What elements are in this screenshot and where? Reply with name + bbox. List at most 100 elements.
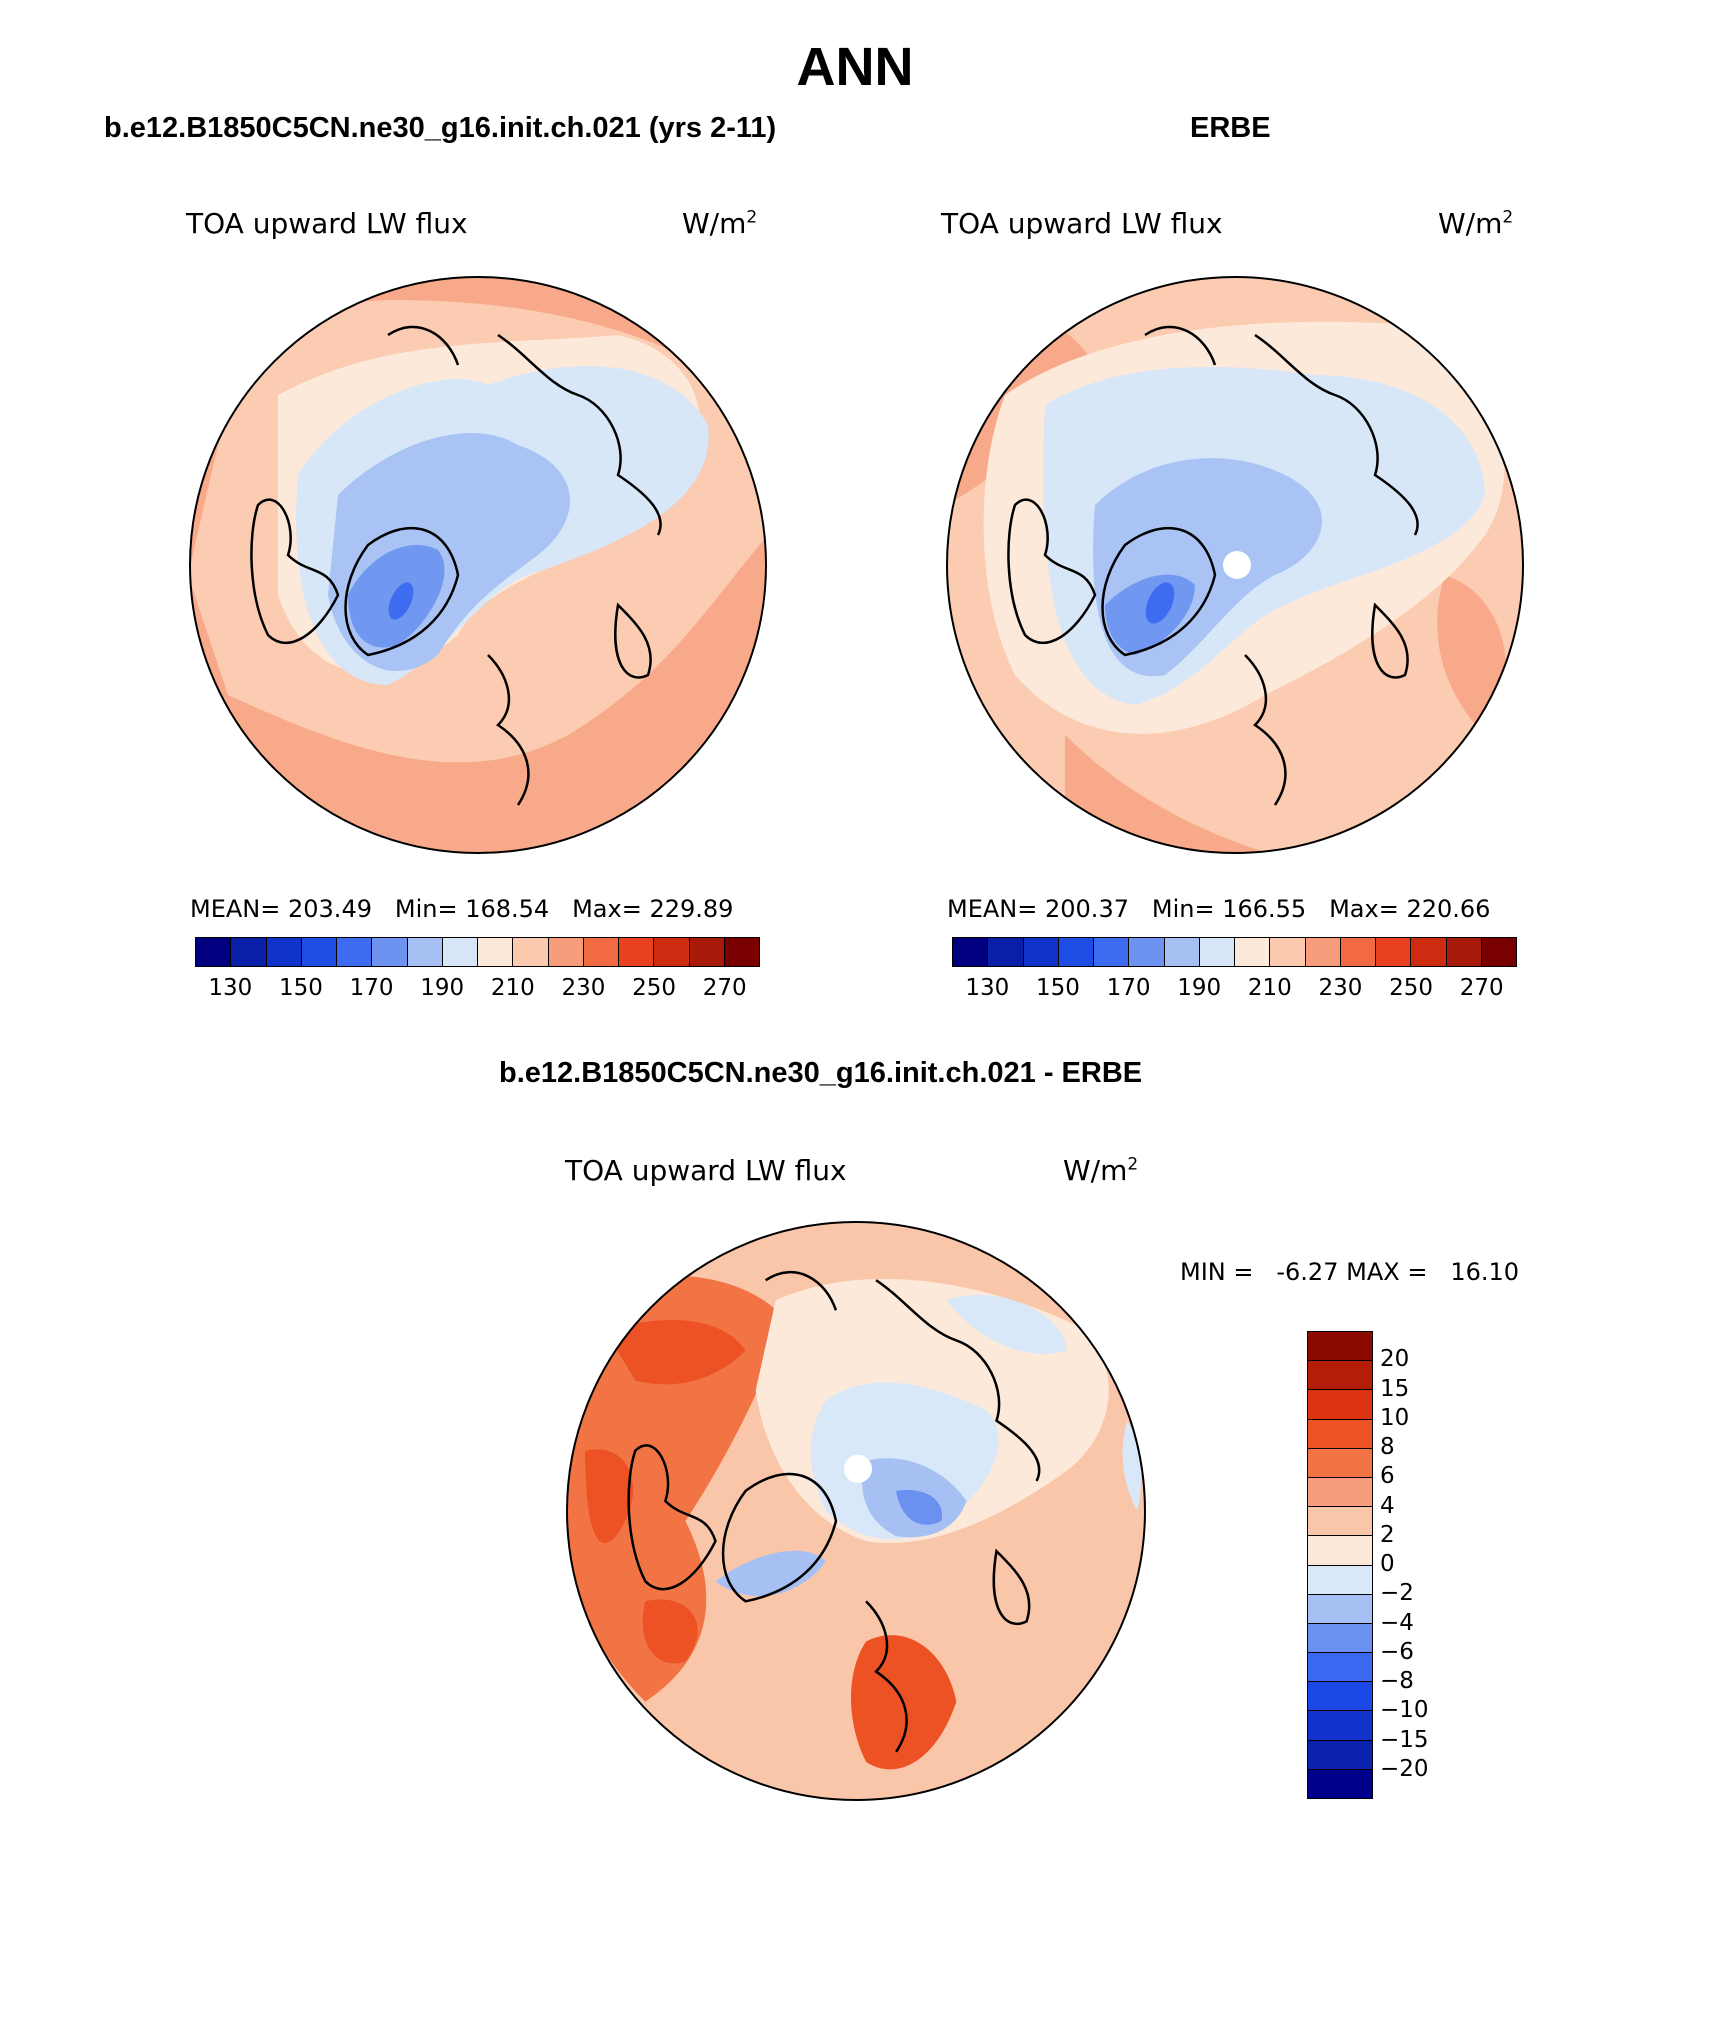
colorbar-swatch (724, 938, 759, 966)
colorbar-swatch (619, 938, 655, 966)
colorbar-tick-label: −8 (1380, 1668, 1414, 1694)
colorbar-swatch (1235, 938, 1271, 966)
colorbar-swatch (337, 938, 373, 966)
colorbar-tick-label: −2 (1380, 1580, 1414, 1607)
colorbar-swatch (1308, 1419, 1372, 1449)
panel3-colorbar-ticks: 20 15 10 8 6 4 2 0 −2 −4 −6 −8 −10 −15 −20 (1380, 1331, 1460, 1799)
colorbar-tick-label: 150 (1035, 975, 1080, 1001)
panel3-coastlines (627, 1270, 1041, 1753)
colorbar-swatch (1308, 1477, 1372, 1508)
colorbar-swatch (953, 938, 989, 966)
page-title: ANN (796, 37, 914, 97)
panel3-missing-pole (843, 1454, 873, 1483)
panel2-missing-pole (1223, 551, 1251, 579)
colorbar-swatch (1481, 938, 1516, 966)
colorbar-tick-label: 190 (1177, 975, 1222, 1001)
colorbar-tick-label: 250 (632, 975, 677, 1001)
colorbar-swatch (1308, 1653, 1372, 1683)
colorbar-tick-label: 8 (1380, 1434, 1395, 1460)
colorbar-swatch (1446, 938, 1482, 966)
colorbar-tick-label: 250 (1389, 975, 1434, 1001)
colorbar-swatch (372, 938, 408, 966)
colorbar-swatch (1308, 1711, 1372, 1741)
panel2-case-title: ERBE (1190, 112, 1271, 144)
colorbar-swatch (1270, 938, 1306, 966)
panel3-map-border (566, 1221, 1146, 1801)
panel3-region-neg4 (896, 1489, 943, 1525)
colorbar-swatch (1308, 1390, 1372, 1420)
panel3-units-label: W/m2 (1063, 1154, 1139, 1187)
panel1-colorbar (195, 937, 760, 967)
panel1-region-170 (388, 582, 414, 620)
colorbar-swatch (1129, 938, 1165, 966)
panel1-variable-label: TOA upward LW flux (186, 207, 468, 240)
colorbar-swatch (231, 938, 267, 966)
panel1-coastlines (250, 325, 662, 806)
panel2-map-border (946, 276, 1524, 854)
colorbar-tick-label: 170 (1106, 975, 1151, 1001)
panel2-region-170 (1145, 582, 1175, 624)
colorbar-tick-label: −10 (1380, 1697, 1429, 1724)
colorbar-tick-label: 20 (1380, 1346, 1410, 1373)
panel1-colorbar-ticks: 130 150 170 190 210 230 250 270 (195, 975, 760, 1005)
panel1-stats: MEAN= 203.49 Min= 168.54 Max= 229.89 (190, 895, 734, 923)
colorbar-swatch (1308, 1448, 1372, 1478)
colorbar-tick-label: 230 (561, 975, 606, 1001)
colorbar-tick-label: 0 (1380, 1551, 1395, 1577)
panel3-colorbar (1307, 1331, 1373, 1799)
colorbar-tick-label: 210 (1247, 975, 1292, 1001)
colorbar-swatch (1308, 1769, 1372, 1798)
panel1-units-label: W/m2 (682, 207, 758, 240)
colorbar-swatch (407, 938, 443, 966)
colorbar-swatch (988, 938, 1024, 966)
panel2-colorbar (952, 937, 1517, 967)
panel1-polar-map (189, 276, 767, 854)
colorbar-tick-label: 210 (490, 975, 535, 1001)
colorbar-tick-label: 270 (702, 975, 747, 1001)
panel3-polar-map (566, 1221, 1146, 1801)
colorbar-swatch (266, 938, 302, 966)
colorbar-tick-label: 190 (420, 975, 465, 1001)
colorbar-tick-label: 270 (1459, 975, 1504, 1001)
colorbar-swatch (689, 938, 725, 966)
panel1-case-title: b.e12.B1850C5CN.ne30_g16.init.ch.021 (yr… (104, 112, 777, 144)
colorbar-swatch (1058, 938, 1094, 966)
colorbar-tick-label: 6 (1380, 1463, 1395, 1490)
colorbar-swatch (1411, 938, 1447, 966)
colorbar-swatch (196, 938, 232, 966)
colorbar-swatch (442, 938, 478, 966)
colorbar-tick-label: 130 (208, 975, 253, 1001)
colorbar-swatch (1308, 1740, 1372, 1770)
colorbar-tick-label: 2 (1380, 1521, 1395, 1548)
colorbar-swatch (1308, 1361, 1372, 1391)
colorbar-swatch (1305, 938, 1341, 966)
colorbar-swatch (1094, 938, 1130, 966)
colorbar-swatch (478, 938, 514, 966)
panel3-region-west-10 (585, 1319, 746, 1664)
colorbar-tick-label: 150 (278, 975, 323, 1001)
colorbar-swatch (1308, 1507, 1372, 1537)
panel2-coastlines (1007, 325, 1419, 806)
colorbar-tick-label: 170 (349, 975, 394, 1001)
panel1-map-border (189, 276, 767, 854)
colorbar-tick-label: 4 (1380, 1492, 1395, 1519)
panel2-colorbar-ticks: 130 150 170 190 210 230 250 270 (952, 975, 1517, 1005)
colorbar-swatch (1308, 1594, 1372, 1624)
panel2-variable-label: TOA upward LW flux (941, 207, 1223, 240)
colorbar-swatch (1340, 938, 1376, 966)
colorbar-swatch (513, 938, 549, 966)
colorbar-swatch (1308, 1332, 1372, 1362)
panel3-stats: MIN = -6.27 MAX = 16.10 (1180, 1258, 1520, 1286)
colorbar-tick-label: −6 (1380, 1638, 1414, 1665)
colorbar-swatch (1308, 1565, 1372, 1595)
colorbar-swatch (654, 938, 690, 966)
panel3-region-west-8 (567, 1275, 786, 1702)
colorbar-swatch (1308, 1536, 1372, 1566)
colorbar-swatch (1199, 938, 1235, 966)
colorbar-swatch (1164, 938, 1200, 966)
panel2-stats: MEAN= 200.37 Min= 166.55 Max= 220.66 (947, 895, 1491, 923)
panel3-region-east-0 (946, 1294, 1142, 1511)
colorbar-swatch (1308, 1682, 1372, 1712)
colorbar-swatch (1023, 938, 1059, 966)
panel3-variable-label: TOA upward LW flux (565, 1154, 847, 1187)
